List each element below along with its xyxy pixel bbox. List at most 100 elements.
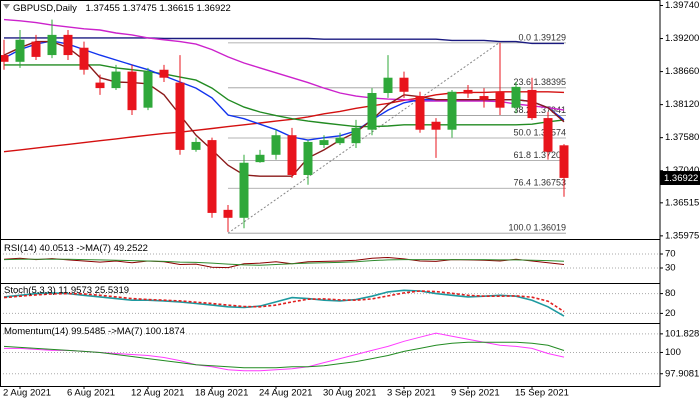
- y-tick-label: 97.9081: [665, 368, 699, 379]
- header-close: 1.36922: [196, 3, 230, 14]
- y-tick-label: 1.39200: [665, 33, 699, 44]
- header-open: 1.37455: [86, 3, 120, 14]
- candle-body: [0, 55, 9, 62]
- y-tick-label: 1.38120: [665, 99, 699, 110]
- candle-body: [79, 47, 89, 70]
- y-tick-label: 101.828: [665, 328, 699, 339]
- x-tick-label: 9 Sep 2021: [451, 388, 500, 399]
- series-line: [3, 40, 565, 177]
- candle-body: [319, 140, 329, 146]
- candle-body: [159, 69, 169, 78]
- series-name: ->MA(7): [108, 326, 143, 337]
- fib-label: 61.8 1.37207: [513, 150, 566, 160]
- candle-body: [143, 71, 153, 108]
- candle-body: [511, 86, 521, 108]
- y-tick-label: 30: [665, 263, 676, 274]
- y-tick-label: 70: [665, 249, 676, 260]
- candle-body: [287, 135, 297, 175]
- candle-body: [63, 34, 73, 56]
- candle-body: [399, 77, 409, 92]
- candle-body: [463, 89, 473, 94]
- x-tick-label: 24 Aug 2021: [259, 388, 312, 399]
- header-low: 1.36615: [159, 3, 193, 14]
- symbol-title: GBPUSD,Daily: [13, 3, 77, 14]
- y-tick-label: 1.37580: [665, 132, 699, 143]
- candle-body: [559, 145, 569, 178]
- candle-body: [383, 77, 393, 93]
- header-icon: [3, 4, 10, 9]
- candle-body: [223, 209, 233, 218]
- x-tick-label: 12 Aug 2021: [131, 388, 184, 399]
- series-last: 25.5319: [95, 285, 129, 296]
- candle-body: [335, 137, 345, 144]
- candle-body: [447, 91, 457, 130]
- candle-body: [367, 92, 377, 130]
- candle-body: [239, 162, 249, 218]
- candle-body: [351, 127, 361, 144]
- candle-body: [175, 82, 185, 150]
- fib-label: 0.0 1.39129: [518, 32, 566, 42]
- momentum-header: Momentum(14) 99.5485 ->MA(7) 100.1874: [4, 326, 185, 337]
- plot-frame: [0, 0, 661, 387]
- series-name: RSI(14): [4, 243, 37, 254]
- y-tick-label: 20: [665, 308, 676, 319]
- y-tick-label: 1.39740: [665, 0, 699, 11]
- rsi-header: RSI(14) 40.0513 ->MA(7) 49.2522: [4, 243, 148, 254]
- header-high: 1.37475: [123, 3, 157, 14]
- series-last: 100.1874: [145, 326, 185, 337]
- candle-body: [495, 91, 505, 108]
- y-tick-label: 100: [665, 347, 681, 358]
- candle-body: [431, 121, 441, 130]
- fib-trendline: [227, 42, 500, 234]
- candle-body: [95, 82, 105, 89]
- main-header: GBPUSD,Daily 1.37455 1.37475 1.36615 1.3…: [13, 3, 231, 14]
- candle-body: [415, 96, 425, 130]
- fib-label: 23.6 1.38395: [513, 77, 566, 87]
- candle-body: [47, 34, 57, 56]
- series-line: [3, 289, 565, 317]
- series-last: 99.5485: [71, 326, 105, 337]
- fib-label: 50.0 1.37574: [513, 127, 566, 137]
- candle-body: [479, 96, 489, 100]
- y-tick-label: 1.36515: [665, 197, 699, 208]
- series-line: [3, 290, 565, 313]
- candle-body: [271, 135, 281, 155]
- series-last: 11.9573: [58, 285, 92, 296]
- series-line: [4, 64, 565, 128]
- candle-body: [191, 141, 201, 150]
- series-line: [4, 37, 564, 45]
- y-tick-label: 1.35975: [665, 230, 699, 241]
- series-name: Momentum(14): [4, 326, 68, 337]
- x-tick-label: 6 Aug 2021: [67, 388, 115, 399]
- candle-body: [127, 71, 137, 111]
- panel-title: Stoch(5,3,3): [4, 285, 56, 296]
- series-last: 49.2522: [114, 243, 148, 254]
- x-tick-label: 18 Aug 2021: [195, 388, 248, 399]
- fib-label: 76.4 1.36753: [513, 178, 566, 188]
- candle-body: [207, 140, 217, 213]
- x-tick-label: 3 Sep 2021: [387, 388, 436, 399]
- candle-body: [111, 71, 121, 89]
- stoch-header: Stoch(5,3,3) 11.9573 25.5319: [4, 285, 129, 296]
- candle-body: [255, 154, 265, 163]
- candle-body: [15, 39, 25, 62]
- y-tick-label: 80: [665, 288, 676, 299]
- fib-label: 100.0 1.36019: [508, 223, 566, 233]
- candle-body: [527, 89, 537, 119]
- series-line: [3, 18, 565, 111]
- x-tick-label: 30 Aug 2021: [323, 388, 376, 399]
- candle-body: [303, 141, 313, 175]
- series-last: 40.0513: [39, 243, 73, 254]
- series-line: [3, 341, 565, 369]
- candle-body: [543, 118, 553, 152]
- y-tick-label: 1.37040: [665, 165, 699, 176]
- x-tick-label: 2 Aug 2021: [3, 388, 51, 399]
- x-tick-label: 15 Sep 2021: [515, 388, 569, 399]
- last-price-box: [660, 171, 700, 185]
- fib-label: 38.2 1.37941: [513, 105, 566, 115]
- series-line: [3, 258, 565, 266]
- last-price-label: 1.36922: [664, 173, 698, 184]
